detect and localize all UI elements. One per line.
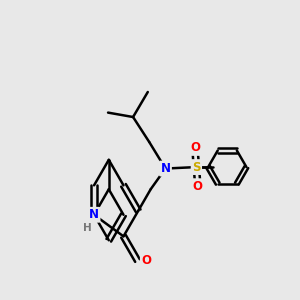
Text: N: N [160, 162, 170, 175]
Text: N: N [89, 208, 99, 221]
Text: O: O [190, 141, 200, 154]
Text: S: S [192, 160, 201, 174]
Text: H: H [83, 223, 92, 233]
Text: O: O [193, 180, 203, 193]
Text: O: O [141, 254, 151, 267]
